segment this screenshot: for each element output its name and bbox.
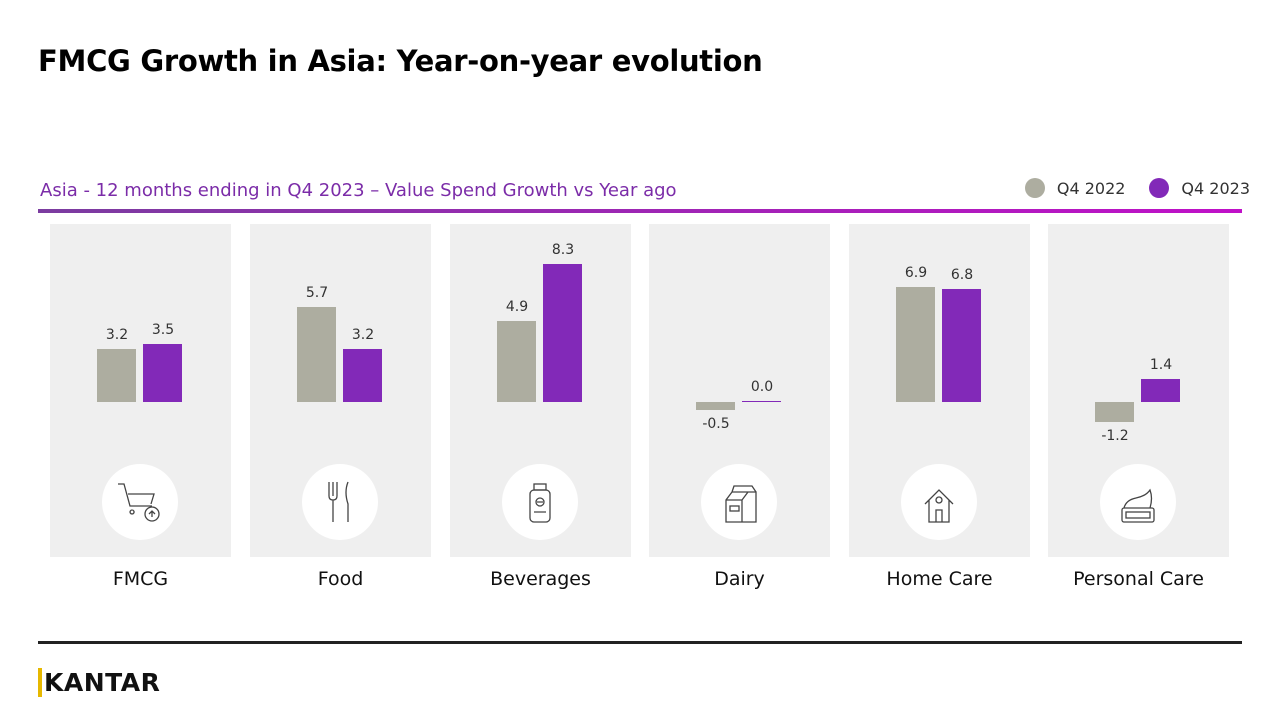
bar-q4-2023 — [742, 401, 781, 402]
data-label: 3.5 — [151, 321, 175, 338]
data-label: 0.0 — [750, 379, 774, 395]
category-panel: -1.2 1.4 — [1048, 224, 1229, 557]
data-label: 8.3 — [551, 242, 575, 259]
bar-q4-2022 — [497, 320, 536, 402]
category-panel: 6.9 6.8 — [849, 224, 1030, 557]
bar-q4-2022 — [896, 287, 935, 402]
data-label: 3.2 — [351, 326, 375, 343]
category-label: FMCG — [112, 568, 169, 590]
bar-q4-2022 — [696, 402, 735, 411]
data-label: -0.5 — [702, 416, 730, 433]
bar-q4-2023 — [543, 264, 582, 402]
legend: Q4 2022 Q4 2023 — [1024, 178, 1250, 198]
bottle-icon-circle — [502, 464, 578, 540]
data-label: 6.9 — [904, 265, 928, 282]
category-label: Dairy — [714, 568, 765, 590]
data-label: 6.8 — [950, 267, 974, 284]
gradient-divider — [38, 209, 1242, 213]
legend-label: Q4 2022 — [1056, 178, 1126, 198]
category-panel: 5.7 3.2 — [250, 224, 431, 557]
milk-carton-icon — [725, 485, 757, 523]
footer-divider — [38, 641, 1242, 644]
cream-jar-icon-circle — [1100, 464, 1176, 540]
data-label: 5.7 — [305, 285, 329, 302]
legend-item-q4-2023: Q4 2023 — [1149, 178, 1250, 198]
category-label: Food — [317, 568, 364, 590]
milk-carton-icon-circle — [701, 464, 777, 540]
data-label: 3.2 — [105, 326, 129, 343]
legend-item-q4-2022: Q4 2022 — [1024, 178, 1126, 198]
data-label: -1.2 — [1101, 427, 1129, 444]
category-label: Beverages — [490, 568, 591, 590]
legend-label: Q4 2023 — [1181, 178, 1250, 198]
category-panel: 4.9 8.3 — [450, 224, 631, 557]
bar-q4-2023 — [1141, 378, 1180, 402]
data-label: 4.9 — [505, 298, 529, 315]
fork-knife-icon — [328, 481, 349, 522]
house-icon — [924, 489, 954, 523]
bar-q4-2022 — [97, 348, 136, 402]
cream-jar-icon — [1121, 488, 1155, 523]
house-icon-circle — [901, 464, 977, 540]
category-label: Home Care — [886, 568, 993, 590]
data-label: 1.4 — [1149, 356, 1173, 373]
fork-knife-icon-circle — [302, 464, 378, 540]
shopping-cart-icon — [118, 483, 160, 522]
shopping-cart-icon-circle — [102, 464, 178, 540]
category-label: Personal Care — [1073, 568, 1204, 590]
bar-q4-2023 — [942, 289, 981, 402]
legend-swatch — [1024, 178, 1045, 198]
bottle-icon — [529, 483, 551, 523]
category-panel: 3.2 3.5 — [50, 224, 231, 557]
chart-subtitle: Asia - 12 months ending in Q4 2023 – Val… — [40, 180, 677, 201]
category-panel: -0.5 0.0 — [649, 224, 830, 557]
page-title: FMCG Growth in Asia: Year-on-year evolut… — [38, 44, 763, 78]
legend-swatch — [1149, 178, 1170, 198]
bar-q4-2022 — [1095, 402, 1134, 422]
bar-q4-2022 — [297, 307, 336, 402]
bar-q4-2023 — [343, 348, 382, 402]
kantar-logo: KANTAR — [38, 668, 160, 697]
bar-q4-2023 — [143, 343, 182, 402]
